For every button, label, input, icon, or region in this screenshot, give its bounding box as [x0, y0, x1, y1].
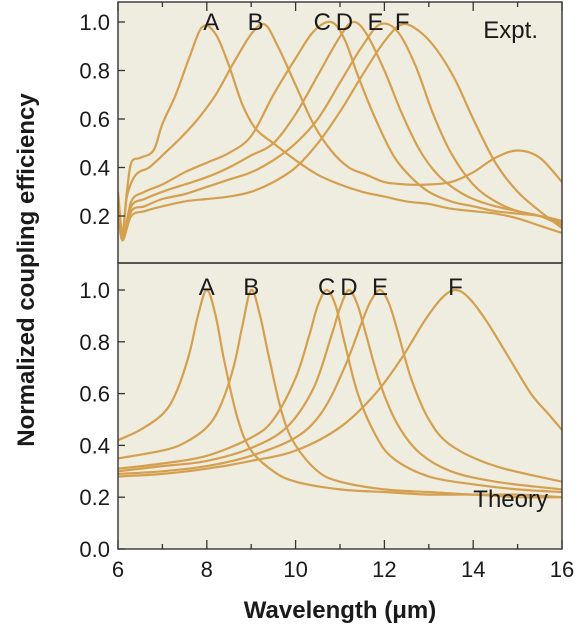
- expt-y-tick-label: 0.2: [79, 204, 110, 229]
- theory-peak-label-D: D: [340, 274, 357, 301]
- theory-y-tick-label: 0.6: [79, 382, 110, 407]
- expt-curve-F: [118, 22, 562, 242]
- theory-curve-F: [118, 288, 562, 478]
- expt-y-tick-label: 0.6: [79, 107, 110, 132]
- x-tick-label: 14: [461, 557, 485, 582]
- expt-panel-background: [118, 2, 562, 263]
- theory-panel-label: Theory: [473, 486, 548, 513]
- theory-y-tick-label: 0.2: [79, 485, 110, 510]
- expt-curve-D: [118, 20, 562, 242]
- y-axis-title: Normalized coupling efficiency: [13, 93, 40, 447]
- expt-curve-A: [118, 24, 562, 237]
- expt-peak-label-C: C: [314, 9, 331, 36]
- x-tick-label: 8: [201, 557, 213, 582]
- expt-peak-label-A: A: [203, 9, 219, 36]
- theory-y-tick-label: 1.0: [79, 278, 110, 303]
- expt-curve-E: [118, 22, 562, 242]
- theory-peak-label-C: C: [318, 274, 335, 301]
- expt-y-tick-label: 0.4: [79, 156, 110, 181]
- x-tick-label: 12: [372, 557, 396, 582]
- x-tick-label: 16: [550, 557, 574, 582]
- expt-curve-C: [118, 20, 562, 242]
- expt-peak-label-D: D: [336, 9, 353, 36]
- theory-peak-label-B: B: [243, 274, 259, 301]
- expt-panel-label: Expt.: [483, 17, 538, 44]
- x-tick-label: 6: [112, 557, 124, 582]
- expt-peak-label-F: F: [395, 9, 410, 36]
- expt-y-tick-label: 1.0: [79, 10, 110, 35]
- theory-y-tick-label: 0.4: [79, 433, 110, 458]
- theory-curve-E: [118, 288, 562, 483]
- expt-peak-label-B: B: [248, 9, 264, 36]
- expt-y-tick-label: 0.8: [79, 59, 110, 84]
- theory-curve-A: [118, 288, 562, 499]
- expt-peak-label-E: E: [368, 9, 384, 36]
- theory-curve-D: [118, 288, 562, 491]
- theory-y-tick-label: 0.0: [79, 537, 110, 562]
- x-axis-title: Wavelength (μm): [244, 597, 436, 624]
- theory-y-tick-label: 0.8: [79, 330, 110, 355]
- theory-curve-B: [118, 288, 562, 499]
- theory-curve-C: [118, 288, 562, 494]
- theory-peak-label-F: F: [448, 274, 463, 301]
- theory-peak-label-E: E: [372, 274, 388, 301]
- theory-peak-label-A: A: [199, 274, 215, 301]
- x-tick-label: 10: [283, 557, 307, 582]
